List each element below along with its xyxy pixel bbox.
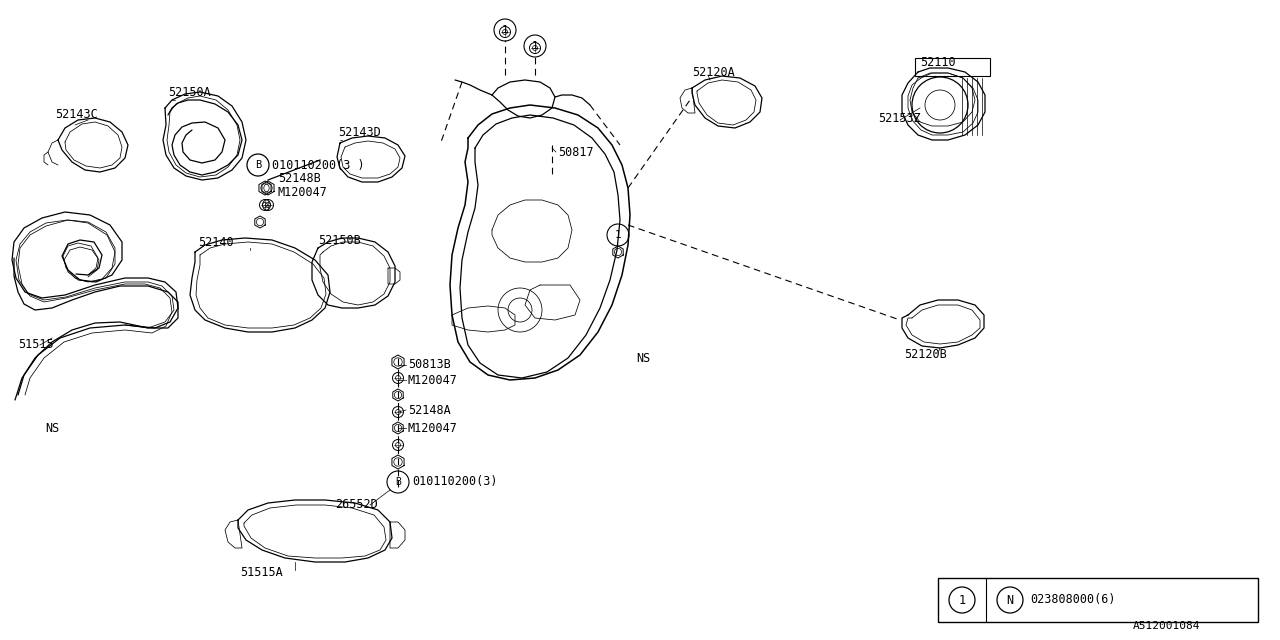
Text: N: N [1006, 593, 1014, 607]
Text: 51515A: 51515A [241, 566, 283, 579]
Text: 52148A: 52148A [408, 403, 451, 417]
Text: 52150B: 52150B [317, 234, 361, 246]
Text: 010110200(3 ): 010110200(3 ) [273, 159, 365, 172]
Text: 1: 1 [959, 593, 965, 607]
Text: 52140: 52140 [198, 236, 234, 248]
Text: 1: 1 [614, 230, 621, 240]
Text: 52110: 52110 [920, 56, 956, 68]
Text: 52150A: 52150A [168, 86, 211, 99]
Text: 010110200(3): 010110200(3) [412, 476, 498, 488]
Text: A512001084: A512001084 [1133, 621, 1201, 631]
Bar [915, 58, 989, 76]
Text: 52143D: 52143D [338, 125, 380, 138]
Text: 023808000(6): 023808000(6) [1030, 593, 1115, 607]
Text: NS: NS [45, 422, 59, 435]
Text: 51515: 51515 [18, 339, 54, 351]
Text: 26552D: 26552D [335, 499, 378, 511]
Text: B: B [255, 160, 261, 170]
Text: 52148B: 52148B [278, 172, 321, 184]
Text: 52143C: 52143C [55, 109, 97, 122]
Text: NS: NS [636, 351, 650, 365]
Text: 52120A: 52120A [692, 65, 735, 79]
Text: M120047: M120047 [408, 422, 458, 435]
Text: 50817: 50817 [558, 145, 594, 159]
Text: 1: 1 [502, 25, 508, 35]
Bar [938, 578, 1258, 622]
Text: M120047: M120047 [408, 374, 458, 387]
Text: 52153Z: 52153Z [878, 111, 920, 125]
Text: 50813B: 50813B [408, 358, 451, 371]
Text: B: B [396, 477, 401, 487]
Text: 1: 1 [531, 41, 539, 51]
Text: M120047: M120047 [278, 186, 328, 198]
Text: 52120B: 52120B [904, 349, 947, 362]
